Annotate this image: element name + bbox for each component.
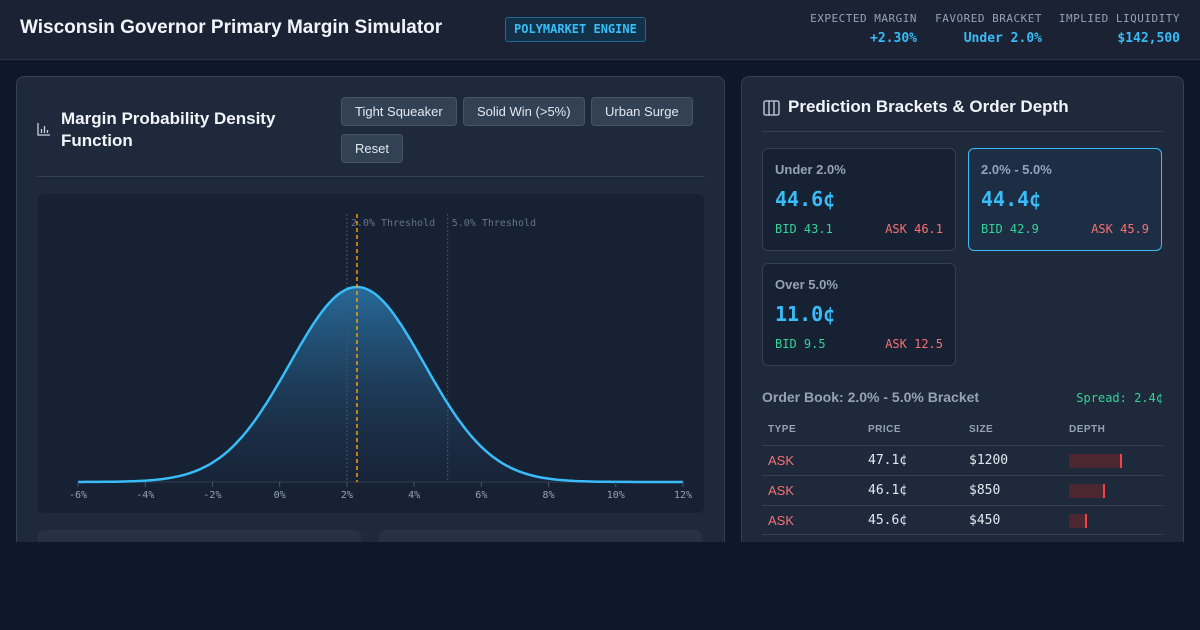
order-book-row: ASK 45.6¢ $450 (762, 505, 1163, 535)
order-size: $450 (969, 513, 1001, 528)
depth-bar (1069, 454, 1122, 468)
app-header: Wisconsin Governor Primary Margin Simula… (0, 0, 1200, 60)
bracket-label: Over 5.0% (775, 277, 838, 292)
density-area (78, 287, 683, 482)
bracket-bid: BID 9.5 (775, 337, 826, 351)
pdf-title: Margin Probability Density Function (61, 109, 276, 150)
column-header-depth: DEPTH (1069, 424, 1106, 435)
bracket-label: Under 2.0% (775, 162, 846, 177)
order-size: $850 (969, 483, 1001, 498)
stat-label: IMPLIED LIQUIDITY (1058, 12, 1180, 25)
order-type: ASK (768, 483, 795, 498)
x-tick-label: -6% (69, 490, 87, 501)
bracket-ask: ASK 46.1 (885, 222, 943, 236)
pdf-panel: Margin Probability Density Function Tigh… (16, 76, 725, 556)
density-curve (78, 285, 683, 484)
bracket-bid: BID 42.9 (981, 222, 1039, 236)
order-book-row: ASK 46.1¢ $850 (762, 475, 1163, 505)
threshold-label: 5.0% Threshold (452, 218, 536, 229)
x-tick-label: 2% (341, 490, 353, 501)
bracket-card-over-5[interactable]: Over 5.0% 11.0¢ BID 9.5 ASK 12.5 (762, 263, 956, 366)
bracket-ask: ASK 45.9 (1091, 222, 1149, 236)
column-header-price: PRICE (868, 424, 902, 435)
stat-value: Under 2.0% (963, 31, 1042, 46)
order-price: 45.6¢ (868, 513, 908, 528)
x-tick-label: 6% (475, 490, 487, 501)
order-price: 46.1¢ (868, 483, 908, 498)
threshold-label: 2.0% Threshold (351, 218, 435, 229)
app-title: Wisconsin Governor Primary Margin Simula… (20, 17, 443, 38)
x-tick-label: -4% (136, 490, 154, 501)
engine-badge: POLYMARKET ENGINE (505, 17, 646, 42)
x-tick-label: -2% (203, 490, 221, 501)
pdf-chart: 2.0% Threshold 5.0% Threshold -6% -4% -2% 0% 2… (69, 214, 692, 501)
bracket-price: 11.0¢ (775, 302, 836, 326)
stat-label: FAVORED BRACKET (935, 12, 1042, 25)
brackets-title: Prediction Brackets & Order Depth (788, 97, 1069, 116)
stat-value: $142,500 (1117, 31, 1180, 46)
column-header-size: SIZE (969, 424, 994, 435)
bracket-label: 2.0% - 5.0% (981, 162, 1052, 177)
stat-implied-liquidity: IMPLIED LIQUIDITY $142,500 (1059, 12, 1180, 46)
panel-divider (762, 131, 1163, 132)
bracket-bid: BID 43.1 (775, 222, 833, 236)
stat-favored-bracket: FAVORED BRACKET Under 2.0% (935, 12, 1042, 46)
order-book-row: ASK 47.1¢ $1200 (762, 445, 1163, 475)
solid-win-button[interactable]: Solid Win (>5%) (463, 97, 585, 126)
bracket-ask: ASK 12.5 (885, 337, 943, 351)
order-price: 47.1¢ (868, 453, 908, 468)
bracket-price: 44.4¢ (981, 187, 1042, 211)
stat-label: EXPECTED MARGIN (810, 12, 917, 25)
depth-bar (1069, 514, 1087, 528)
page-background (0, 542, 1200, 630)
bar-chart-icon (37, 123, 50, 136)
bracket-price: 44.6¢ (775, 187, 836, 211)
order-size: $1200 (969, 453, 1009, 468)
tight-squeaker-button[interactable]: Tight Squeaker (341, 97, 457, 126)
order-type: ASK (768, 453, 795, 468)
pdf-chart-area: 2.0% Threshold 5.0% Threshold -6% -4% -2% 0% 2… (38, 194, 704, 513)
x-tick-label: 4% (408, 490, 420, 501)
column-header-type: TYPE (768, 424, 797, 435)
stat-expected-margin: EXPECTED MARGIN +2.30% (810, 12, 917, 46)
stat-value: +2.30% (870, 31, 917, 46)
bracket-card-2-to-5[interactable]: 2.0% - 5.0% 44.4¢ BID 42.9 ASK 45.9 (968, 148, 1162, 251)
reset-button[interactable]: Reset (341, 134, 403, 163)
order-book-spread: Spread: 2.4¢ (1076, 391, 1163, 405)
x-tick-label: 12% (674, 490, 692, 501)
brackets-panel: Prediction Brackets & Order Depth Under … (741, 76, 1184, 556)
x-tick-label: 0% (274, 490, 286, 501)
x-tick-label: 8% (543, 490, 555, 501)
order-type: ASK (768, 513, 795, 528)
depth-bar (1069, 484, 1105, 498)
urban-surge-button[interactable]: Urban Surge (591, 97, 693, 126)
grid-columns-icon (763, 100, 780, 116)
bracket-card-under-2[interactable]: Under 2.0% 44.6¢ BID 43.1 ASK 46.1 (762, 148, 956, 251)
panel-divider (37, 176, 705, 177)
order-book-title: Order Book: 2.0% - 5.0% Bracket (762, 389, 980, 405)
x-tick-label: 10% (607, 490, 625, 501)
